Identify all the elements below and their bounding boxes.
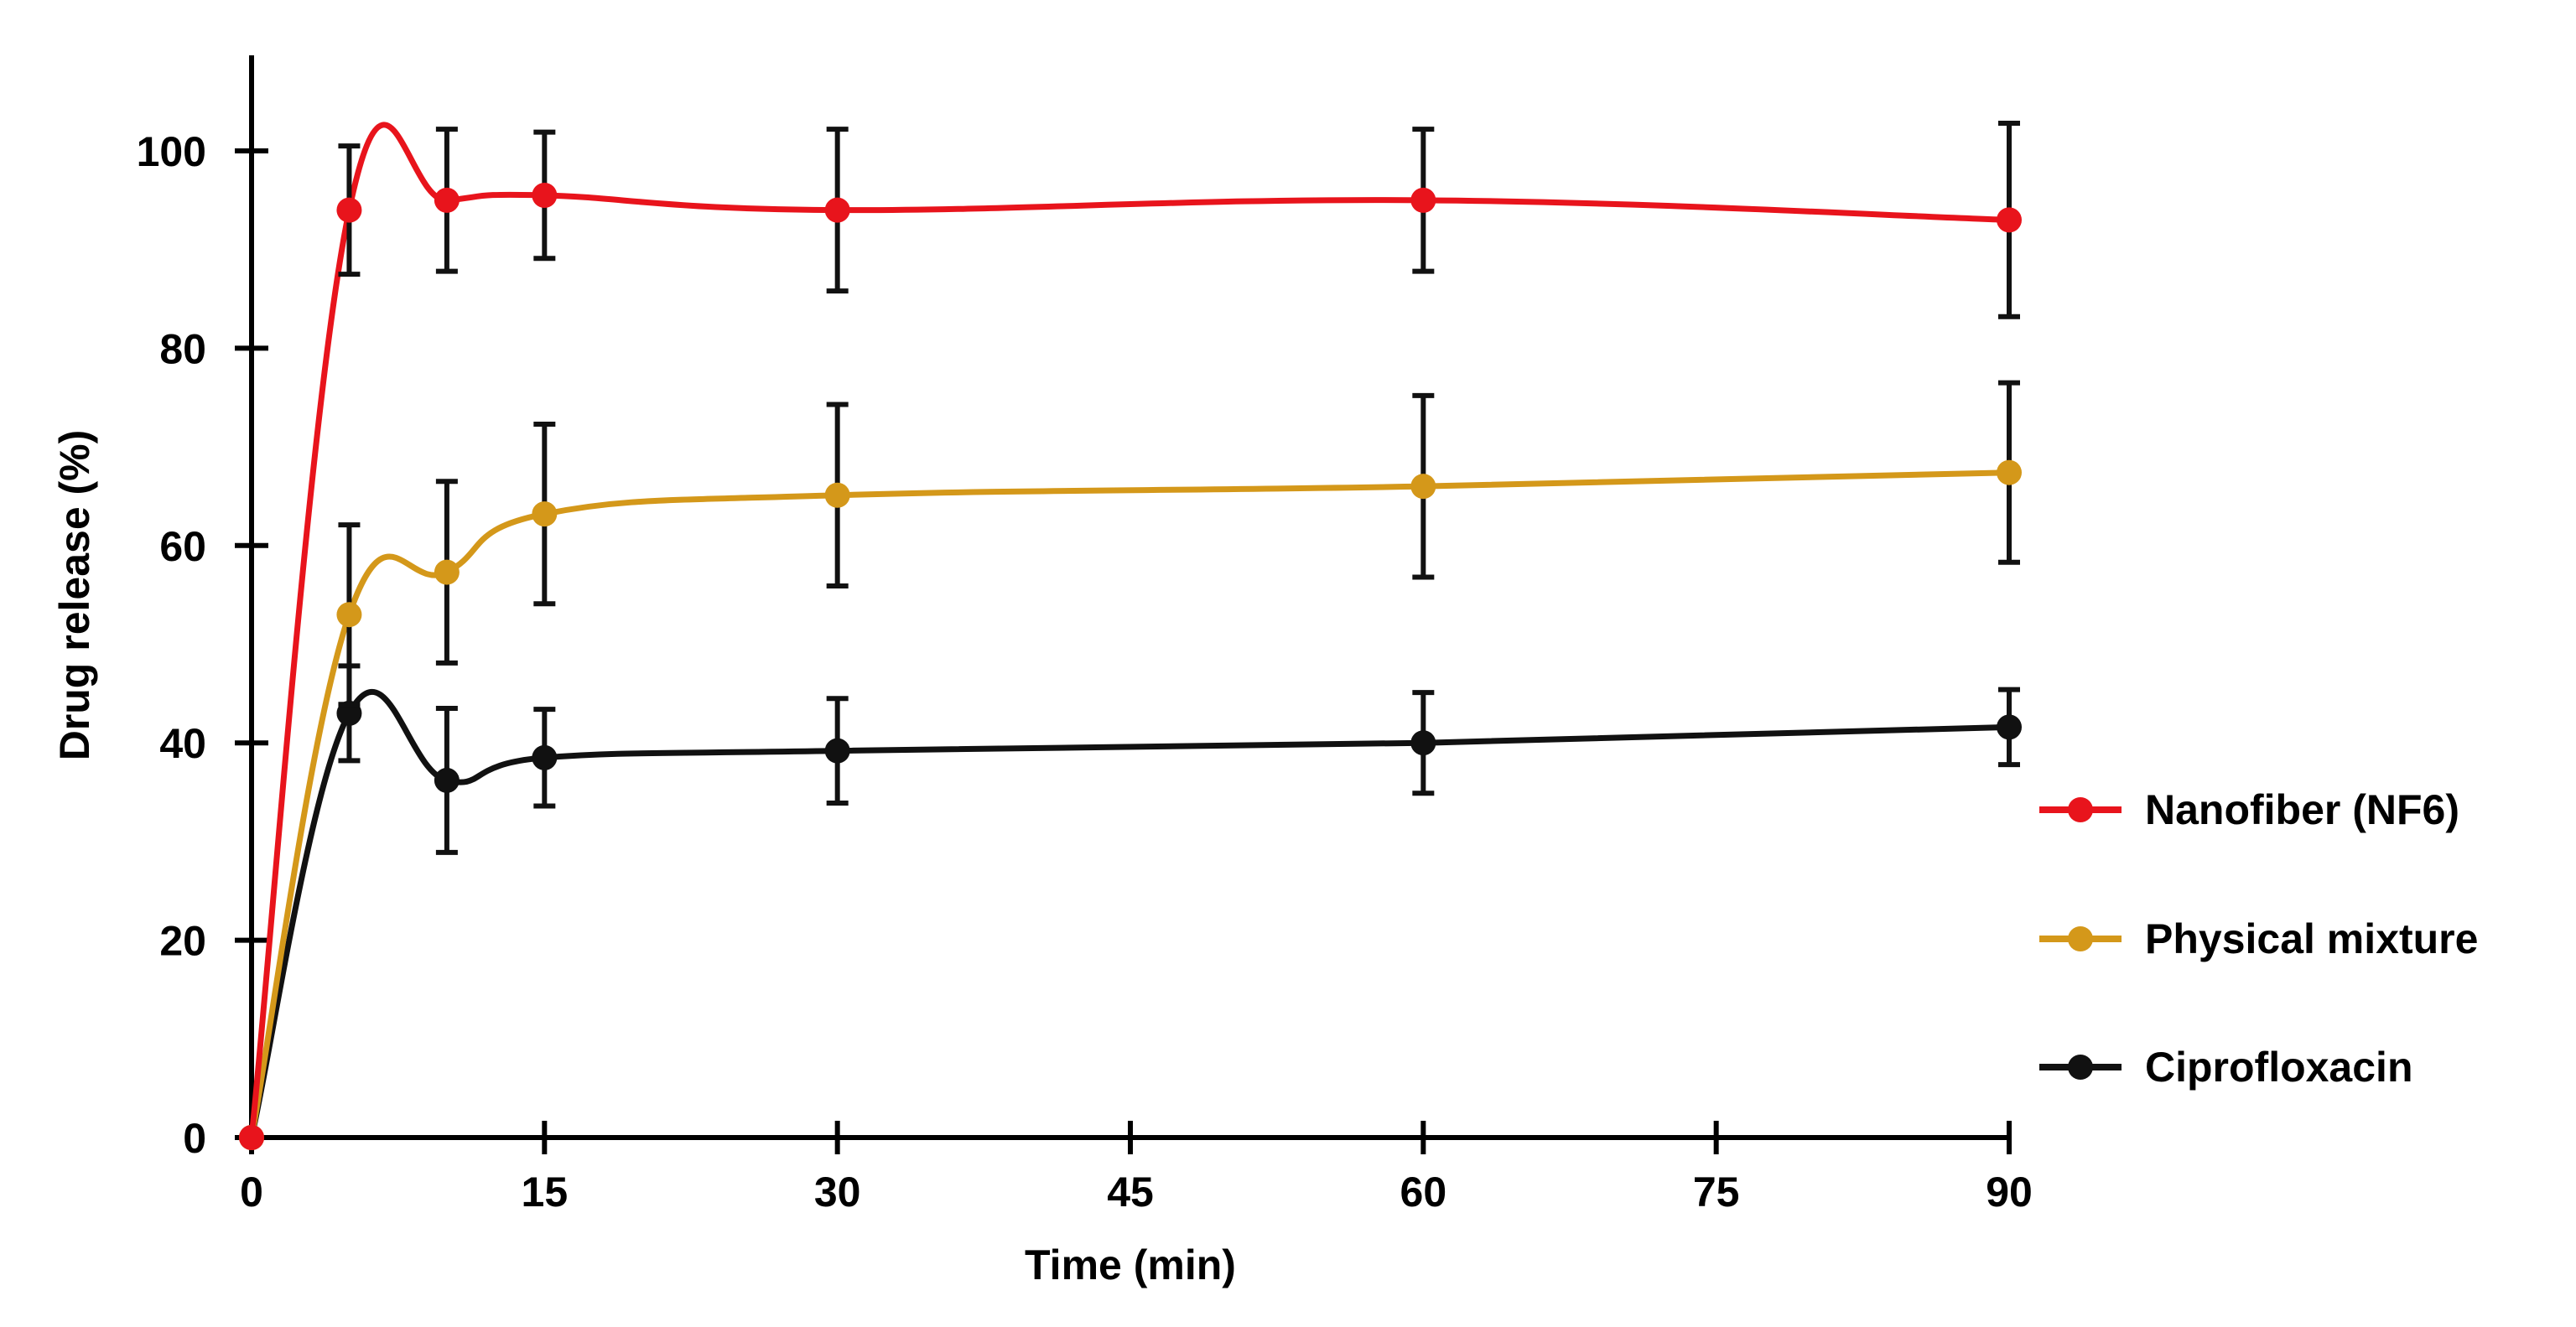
data-point [1997, 714, 2022, 740]
series-layer [239, 121, 2022, 1150]
y-axis-ticks: 0 20 40 60 80 100 [137, 128, 268, 1162]
data-point [336, 197, 362, 223]
x-tick-label: 45 [1107, 1169, 1154, 1216]
data-point [1410, 474, 1436, 500]
legend-label: Nanofiber (NF6) [2145, 786, 2459, 833]
data-point [824, 738, 850, 764]
data-point [532, 501, 558, 527]
legend-item: Physical mixture [2039, 915, 2478, 962]
data-point [336, 602, 362, 628]
y-tick-label: 0 [183, 1115, 206, 1162]
series-nanofiber-nf6- [239, 121, 2022, 1150]
legend-marker [2068, 1055, 2093, 1080]
x-tick-label: 30 [814, 1169, 861, 1216]
data-point [434, 187, 460, 213]
data-point [1410, 187, 1436, 213]
data-point [1410, 730, 1436, 756]
series-line [248, 469, 2012, 1141]
data-point [434, 559, 460, 585]
x-tick-label: 90 [1986, 1169, 2033, 1216]
x-axis-title: Time (min) [1025, 1241, 1236, 1288]
series-line [248, 122, 2012, 1141]
legend-item: Nanofiber (NF6) [2039, 786, 2459, 833]
data-point [824, 197, 850, 223]
series-line [248, 688, 2012, 1141]
x-tick-label: 0 [240, 1169, 263, 1216]
data-point [1997, 207, 2022, 233]
y-tick-label: 20 [159, 918, 206, 965]
legend-marker [2068, 926, 2093, 951]
data-point [824, 482, 850, 508]
x-tick-label: 75 [1693, 1169, 1740, 1216]
data-point [336, 700, 362, 726]
y-tick-label: 60 [159, 523, 206, 570]
legend-marker [2068, 797, 2093, 822]
y-tick-label: 80 [159, 325, 206, 372]
series-ciprofloxacin [239, 663, 2022, 1150]
x-tick-label: 15 [522, 1169, 569, 1216]
y-tick-label: 40 [159, 720, 206, 767]
legend-item: Ciprofloxacin [2039, 1044, 2412, 1091]
legend-label: Physical mixture [2145, 915, 2478, 962]
x-axis-ticks: 0 15 30 45 60 75 90 [240, 1121, 2033, 1216]
y-axis-title: Drug release (%) [51, 430, 98, 761]
data-point [239, 1125, 264, 1150]
legend-label: Ciprofloxacin [2145, 1044, 2412, 1091]
data-point [1997, 459, 2022, 485]
legend: Nanofiber (NF6) Physical mixture Ciproflox… [2039, 786, 2478, 1091]
data-point [532, 182, 558, 208]
x-tick-label: 60 [1400, 1169, 1447, 1216]
y-tick-label: 100 [137, 128, 206, 175]
data-point [532, 744, 558, 770]
data-point [434, 767, 460, 793]
series-physical-mixture [239, 380, 2022, 1150]
